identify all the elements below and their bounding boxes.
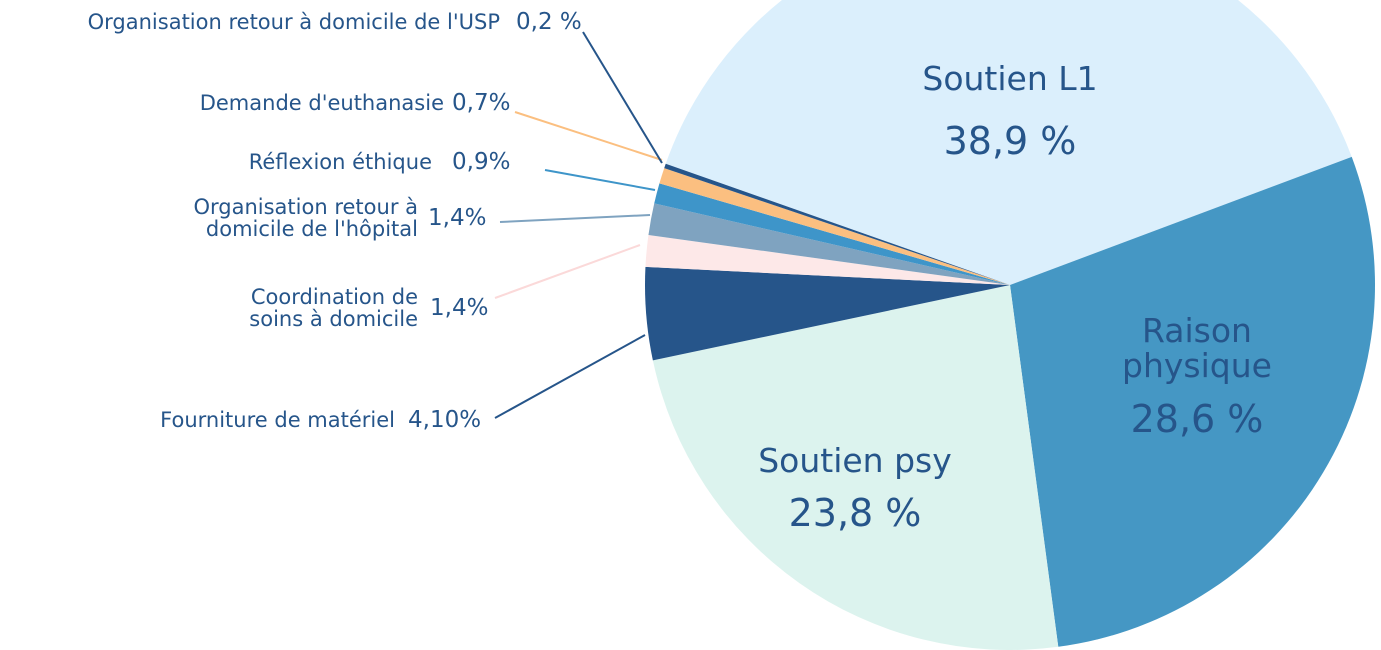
slice-name: Demande d'euthanasie: [199, 90, 444, 115]
leader-line: [494, 244, 641, 299]
leader-line: [494, 334, 646, 419]
pie-slice: [652, 285, 1059, 650]
slice-value: 38,9 %: [943, 119, 1077, 163]
pie-slice: [664, 163, 1010, 285]
leader-line: [544, 169, 656, 191]
slice-value: 0,2 %: [516, 8, 582, 35]
slice-name: Coordination de soins à domicile: [249, 284, 418, 331]
slice-value: 1,4%: [428, 204, 487, 231]
pie-slice: [654, 183, 1010, 285]
slice-name: Organisation retour à domicile de l'hôpi…: [193, 194, 418, 241]
pie-slice: [1010, 156, 1376, 647]
pie-slice: [648, 203, 1010, 285]
slice-value: 0,7%: [452, 89, 511, 116]
pie-slice: [645, 234, 1010, 285]
slice-name: Réflexion éthique: [248, 149, 432, 174]
slice-value: 1,4%: [430, 294, 489, 321]
pie-slice: [659, 168, 1010, 285]
slice-value: 0,9%: [452, 148, 511, 175]
leader-line: [582, 31, 663, 164]
slice-value: 28,6 %: [1130, 397, 1264, 441]
pie-slice: [665, 0, 1352, 285]
slice-name: Raison physique: [1122, 311, 1272, 385]
slice-value: 23,8 %: [788, 491, 922, 535]
slice-name: Fourniture de matériel: [160, 407, 395, 432]
slice-value: 4,10%: [408, 406, 482, 433]
slice-name: Soutien psy: [758, 441, 952, 480]
pie-slice: [645, 266, 1010, 361]
leader-line: [514, 111, 663, 161]
slice-name: Soutien L1: [922, 59, 1098, 98]
slice-name: Organisation retour à domicile de l'USP: [87, 9, 500, 34]
leader-line: [499, 214, 651, 223]
